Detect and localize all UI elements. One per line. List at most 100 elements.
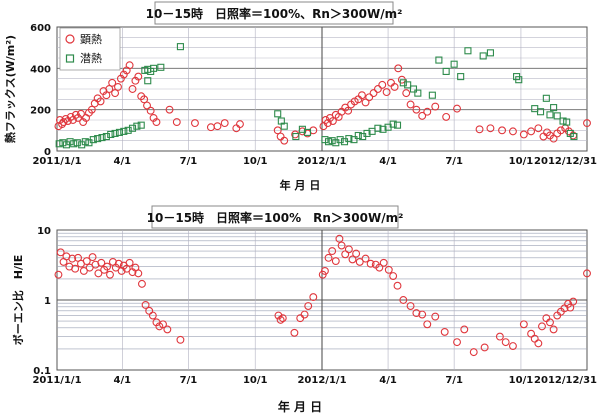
bowen-ratio-point — [453, 338, 461, 347]
bowen-ratio-point — [519, 320, 528, 329]
sensible-heat-point — [583, 119, 591, 128]
latent-heat-point — [321, 136, 329, 144]
bowen-grid — [57, 230, 587, 371]
sensible-heat-point — [190, 119, 199, 128]
latent-heat-point — [550, 104, 558, 112]
x-tick-label: 2012/1/1 — [297, 156, 346, 167]
bowen-ratio-point — [431, 312, 440, 321]
latent-heat-point — [404, 81, 412, 89]
latent-heat-point — [389, 120, 397, 128]
bowen-data-marks — [54, 234, 591, 357]
sensible-heat-point — [87, 105, 96, 114]
x-tick-label: 7/1 — [445, 156, 463, 167]
bowen-ratio-point — [71, 264, 80, 273]
x-tick-label: 4/1 — [379, 375, 397, 386]
latent-heat-point — [479, 52, 487, 60]
bowen-ratio-point — [341, 250, 350, 259]
bowen-chart-title: 10－15時 日照率＝100% Rn＞300W/m² — [147, 210, 404, 225]
latent-heat-point — [120, 127, 128, 135]
bowen-ratio-point — [176, 335, 185, 344]
latent-heat-point — [111, 129, 119, 137]
x-tick-label: 10/1 — [509, 156, 534, 167]
latent-heat-point — [98, 134, 106, 142]
x-tick-label: 2011/1/1 — [32, 375, 81, 386]
bowen-ratio-point — [79, 267, 88, 275]
bowen-ratio-point — [534, 339, 543, 348]
sensible-heat-point — [361, 98, 370, 107]
sensible-heat-point — [96, 97, 105, 106]
sensible-heat-point — [105, 85, 114, 93]
sensible-heat-point — [220, 119, 229, 128]
latent-heat-point — [144, 77, 152, 85]
latent-heat-point — [536, 108, 545, 116]
bowen-ratio-point — [335, 234, 344, 243]
latent-heat-point — [409, 85, 418, 93]
x-tick-label: 4/1 — [379, 156, 397, 167]
latent-heat-point — [435, 56, 443, 64]
latent-heat-point — [354, 131, 362, 140]
latent-heat-point — [150, 64, 158, 72]
bowen-ratio-point — [546, 318, 554, 327]
latent-heat-point — [70, 140, 78, 148]
sensible-heat-point — [323, 119, 332, 128]
bowen-ratio-point — [159, 320, 167, 329]
bowen-ratio-point — [399, 296, 408, 304]
bowen-ratio-point — [384, 265, 393, 274]
x-tick-label: 10/1 — [243, 156, 268, 167]
latent-heat-point — [546, 111, 554, 119]
bowen-ratio-point — [141, 300, 150, 309]
sensible-heat-point — [114, 82, 122, 91]
sensible-heat-point — [273, 126, 282, 135]
bowen-ratio-point — [137, 279, 146, 288]
sensible-heat-point — [431, 102, 440, 111]
flux-y-axis-label: 熱フラックス(W/m²) — [3, 35, 17, 143]
flux-tick-labels: 2011/1/1 4/1 7/1 10/1 2012/1/1 4/1 7/1 10/1 2012… — [30, 23, 597, 167]
bowen-ratio-point — [440, 327, 449, 336]
bowen-ratio-point — [94, 269, 103, 278]
latent-heat-point — [428, 91, 436, 99]
sensible-heat-point — [418, 111, 427, 120]
flux-legend: 顕熱 潜熱 — [59, 27, 121, 71]
latent-heat-point — [94, 135, 102, 143]
flux-chart-title: 10－15時 日照率＝100%、Rn＞300W/m² — [146, 6, 403, 21]
latent-heat-point — [280, 122, 288, 130]
flux-panel: 10－15時 日照率＝100%、Rn＞300W/m² 2011/1/1 4/1 7/… — [3, 1, 597, 192]
sensible-heat-point — [394, 64, 403, 73]
bowen-ratio-point — [469, 348, 478, 357]
bowen-ratio-point — [328, 247, 337, 256]
y-tick-label: 1 — [44, 296, 51, 307]
bowen-ratio-point — [423, 320, 432, 329]
sensible-heat-point — [498, 126, 507, 135]
bowen-ratio-point — [460, 325, 469, 334]
latent-heat-point — [553, 112, 561, 120]
sensible-heat-point — [140, 95, 149, 104]
sensible-heat-point — [534, 124, 543, 133]
latent-heat-point — [324, 138, 333, 146]
bowen-ratio-point — [68, 254, 77, 263]
bowen-ratio-point — [366, 259, 375, 268]
sensible-heat-point — [406, 100, 415, 109]
legend-marker-latent — [65, 54, 75, 63]
latent-heat-point — [570, 132, 578, 141]
legend-label-latent: 潜熱 — [80, 51, 102, 65]
latent-heat-point — [137, 121, 145, 129]
sensible-heat-point — [390, 82, 399, 91]
sensible-heat-point — [378, 80, 387, 89]
y-tick-label: 10 — [37, 226, 51, 237]
latent-heat-point — [66, 138, 74, 146]
sensible-heat-point — [369, 89, 378, 98]
bowen-ratio-point — [134, 269, 143, 278]
bowen-ratio-point — [290, 328, 299, 337]
bowen-ratio-point — [54, 270, 63, 279]
sensible-heat-point — [143, 101, 151, 110]
bowen-tick-labels: 2011/1/1 4/1 7/1 10/1 2012/1/1 4/1 7/1 10/1 2012… — [32, 226, 597, 386]
latent-heat-point — [464, 47, 472, 55]
sensible-heat-point — [172, 118, 181, 127]
latent-heat-point — [515, 76, 523, 84]
sensible-heat-point — [213, 122, 222, 131]
sensible-heat-point — [125, 61, 134, 70]
flux-data-marks — [54, 43, 591, 149]
latent-heat-point — [133, 122, 141, 130]
bowen-ratio-point — [274, 311, 283, 320]
